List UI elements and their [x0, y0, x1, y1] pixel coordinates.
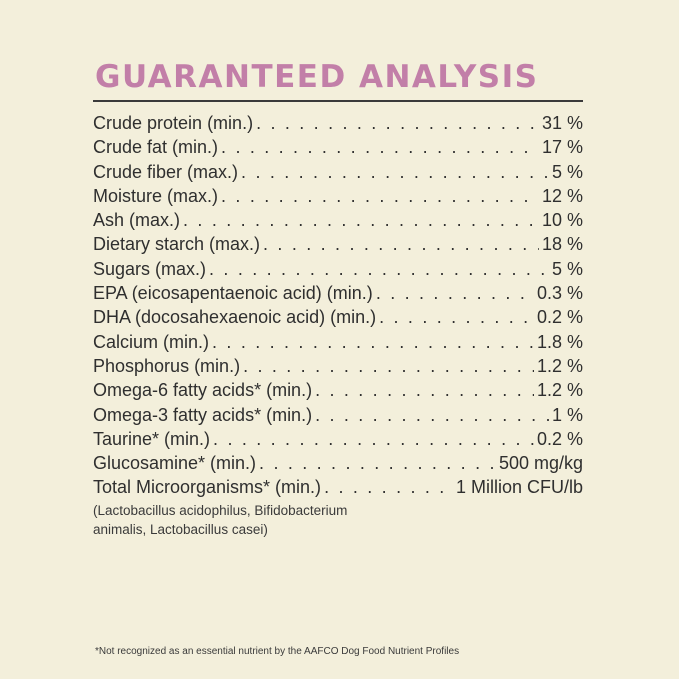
nutrient-value: 1 Million CFU/lb [455, 477, 583, 498]
dot-leader [263, 232, 539, 256]
nutrient-label: Taurine* (min.) [93, 428, 211, 449]
microorganisms-note: (Lactobacillus acidophilus, Bifidobacter… [93, 502, 348, 537]
nutrient-label: Omega-3 fatty acids* (min.) [93, 404, 313, 425]
nutrient-label: Calcium (min.) [93, 331, 210, 352]
analysis-row: Crude fat (min.) 17 % [93, 135, 583, 159]
nutrient-label: Crude fiber (max.) [93, 161, 239, 182]
nutrient-label: Glucosamine* (min.) [93, 453, 257, 474]
nutrient-value: 10 % [541, 210, 583, 231]
nutrient-label: Crude fat (min.) [93, 137, 219, 158]
nutrient-label: Sugars (max.) [93, 258, 207, 279]
nutrient-value: 1.2 % [536, 355, 583, 376]
nutrient-value: 5 % [551, 258, 583, 279]
analysis-row: Dietary starch (max.) 18 % [93, 232, 583, 256]
nutrient-label: Crude protein (min.) [93, 113, 254, 133]
nutrient-value: 1 % [551, 404, 583, 425]
footnote: *Not recognized as an essential nutrient… [95, 646, 460, 657]
analysis-row: Omega-6 fatty acids* (min.) 1.2 % [93, 378, 583, 402]
dot-leader [315, 403, 549, 427]
dot-leader [183, 208, 539, 232]
nutrient-label: Dietary starch (max.) [93, 234, 261, 255]
nutrient-value: 0.3 % [536, 283, 583, 304]
title-divider [93, 100, 583, 102]
analysis-list: Crude protein (min.) 31 % Crude fat (min… [93, 111, 583, 500]
nutrient-label: DHA (docosahexaenoic acid) (min.) [93, 307, 377, 328]
dot-leader [212, 330, 534, 354]
dot-leader [209, 257, 549, 281]
guaranteed-analysis-panel: GUARANTEED ANALYSIS Crude protein (min.)… [93, 58, 583, 539]
analysis-row: Ash (max.) 10 % [93, 208, 583, 232]
nutrient-label: Omega-6 fatty acids* (min.) [93, 380, 313, 401]
nutrient-label: Moisture (max.) [93, 185, 219, 206]
dot-leader [376, 281, 534, 305]
dot-leader [243, 354, 534, 378]
dot-leader [324, 475, 453, 499]
nutrient-value: 17 % [541, 137, 583, 158]
dot-leader [221, 184, 539, 208]
nutrient-label: Phosphorus (min.) [93, 355, 241, 376]
analysis-row: Crude protein (min.) 31 % [93, 111, 583, 135]
nutrient-value: 0.2 % [536, 428, 583, 449]
analysis-row: Crude fiber (max.) 5 % [93, 160, 583, 184]
analysis-row: Taurine* (min.) 0.2 % [93, 427, 583, 451]
nutrient-value: 500 mg/kg [498, 453, 583, 474]
nutrient-label: Ash (max.) [93, 210, 181, 231]
nutrient-value: 0.2 % [536, 307, 583, 328]
analysis-row: Calcium (min.) 1.8 % [93, 330, 583, 354]
nutrient-value: 5 % [551, 161, 583, 182]
nutrient-label: EPA (eicosapentaenoic acid) (min.) [93, 283, 373, 304]
analysis-row: EPA (eicosapentaenoic acid) (min.) 0.3 % [93, 281, 583, 305]
analysis-row: Omega-3 fatty acids* (min.) 1 % [93, 403, 583, 427]
analysis-row: Phosphorus (min.) 1.2 % [93, 354, 583, 378]
analysis-row: DHA (docosahexaenoic acid) (min.) 0.2 % [93, 305, 583, 329]
nutrient-value: 18 % [541, 234, 583, 255]
dot-leader [241, 160, 549, 184]
nutrient-value: 12 % [541, 185, 583, 206]
page-title: GUARANTEED ANALYSIS [95, 59, 539, 95]
dot-leader [221, 135, 539, 159]
nutrient-value: 31 % [541, 113, 583, 133]
dot-leader [256, 111, 539, 135]
analysis-row: Glucosamine* (min.) 500 mg/kg [93, 451, 583, 475]
analysis-row: Moisture (max.) 12 % [93, 184, 583, 208]
dot-leader [213, 427, 534, 451]
analysis-row: Total Microorganisms* (min.) 1 Million C… [93, 475, 583, 499]
dot-leader [259, 451, 496, 475]
nutrient-label: Total Microorganisms* (min.) [93, 477, 322, 498]
nutrient-value: 1.8 % [536, 331, 583, 352]
dot-leader [379, 305, 534, 329]
analysis-row: Sugars (max.) 5 % [93, 257, 583, 281]
dot-leader [315, 378, 534, 402]
nutrient-value: 1.2 % [536, 380, 583, 401]
